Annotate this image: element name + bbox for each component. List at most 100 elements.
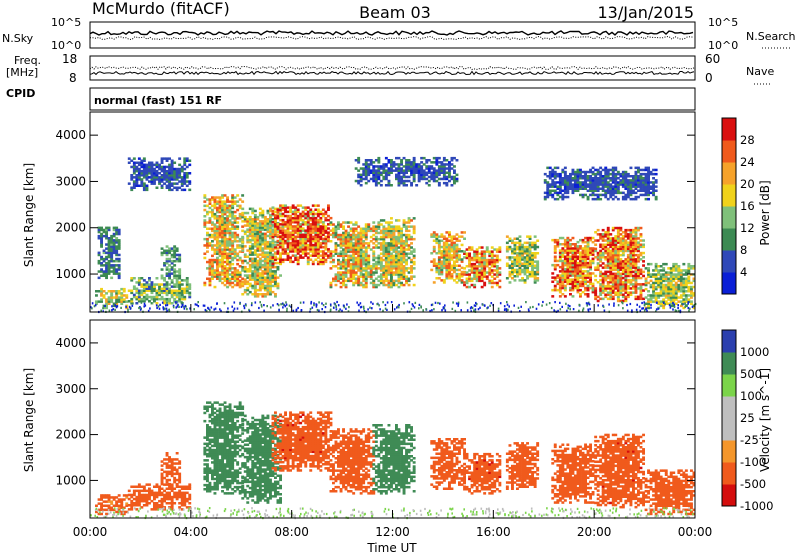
echo-cell: [448, 247, 451, 251]
echo-cell: [236, 279, 240, 283]
echo-cell: [400, 163, 403, 166]
echo-cell: [604, 256, 608, 259]
echo-cell: [178, 293, 182, 297]
echo-cell: [258, 238, 262, 242]
echo-cell: [576, 249, 580, 252]
echo-cell: [397, 219, 401, 222]
echo-cell: [437, 266, 441, 270]
echo-cell: [402, 260, 406, 264]
echo-cell: [445, 184, 449, 187]
echo-cell: [291, 250, 295, 253]
echo-cell: [586, 261, 590, 265]
echo-cell: [569, 288, 572, 292]
echo-cell: [589, 272, 592, 275]
echo-cell: [634, 243, 638, 246]
echo-cell: [233, 269, 237, 272]
echo-cell: [442, 241, 446, 245]
echo-cell: [105, 255, 108, 259]
echo-cell: [266, 288, 270, 292]
echo-cell: [256, 259, 260, 263]
echo-cell: [178, 274, 182, 277]
echo-cell: [216, 256, 219, 260]
echo-cell: [629, 264, 633, 267]
echo-cell: [526, 277, 529, 280]
echo-cell: [659, 279, 663, 283]
echo-cell: [432, 262, 436, 265]
echo-cell: [690, 300, 693, 303]
echo-cell: [135, 169, 139, 173]
echo-cell: [654, 296, 658, 299]
echo-cell: [453, 169, 456, 172]
echo-cell: [223, 200, 227, 203]
echo-cell: [223, 275, 227, 278]
echo-cell: [586, 263, 590, 267]
echo-cell: [185, 174, 189, 177]
echo-cell: [263, 257, 267, 261]
echo-cell: [203, 237, 207, 241]
echo-cell: [551, 238, 555, 242]
echo-cell: [445, 250, 449, 253]
echo-cell: [263, 284, 267, 288]
echo-cell: [574, 274, 577, 277]
echo-cell: [581, 259, 585, 263]
echo-cell: [677, 275, 681, 278]
echo-cell: [344, 244, 348, 247]
echo-cell: [97, 251, 101, 255]
echo-cell: [364, 229, 368, 233]
echo-cell: [621, 295, 625, 299]
echo-cell: [258, 228, 262, 231]
echo-cell: [377, 256, 381, 260]
echo-cell: [574, 268, 577, 271]
echo-cell: [253, 270, 257, 273]
echo-cell: [269, 247, 272, 250]
echo-cell: [390, 256, 393, 260]
echo-cell: [271, 206, 275, 209]
echo-cell: [644, 296, 648, 299]
echo-cell: [480, 252, 484, 255]
echo-cell: [142, 159, 146, 162]
echo-cell: [110, 294, 114, 297]
echo-cell: [170, 272, 174, 275]
echo-cell: [349, 277, 353, 280]
echo-cell: [332, 235, 335, 239]
echo-cell: [306, 231, 310, 234]
echo-cell: [137, 184, 141, 187]
echo-cell: [634, 262, 638, 265]
echo-cell: [223, 223, 227, 226]
echo-cell: [163, 165, 166, 169]
echo-cell: [261, 224, 265, 227]
echo-cell: [233, 252, 237, 255]
echo-cell: [569, 268, 572, 271]
echo-cell: [213, 225, 217, 228]
echo-cell: [392, 256, 396, 260]
echo-cell: [367, 159, 371, 162]
echo-cell: [679, 275, 683, 278]
echo-cell: [112, 251, 116, 255]
echo-cell: [505, 264, 509, 267]
echo-cell: [178, 169, 182, 173]
echo-cell: [654, 273, 658, 276]
echo-cell: [624, 245, 628, 249]
echo-cell: [601, 291, 605, 294]
echo-cell: [263, 263, 267, 267]
echo-cell: [163, 176, 166, 179]
echo-cell: [269, 236, 272, 240]
echo-cell: [289, 216, 292, 220]
echo-cell: [299, 237, 303, 241]
echo-cell: [211, 258, 214, 262]
echo-cell: [150, 291, 154, 295]
echo-cell: [682, 279, 686, 283]
echo-cell: [440, 239, 444, 242]
echo-cell: [384, 184, 388, 187]
echo-cell: [226, 254, 229, 258]
echo-cell: [412, 231, 416, 235]
echo-cell: [296, 246, 300, 249]
echo-cell: [632, 256, 635, 259]
echo-cell: [664, 294, 668, 297]
echo-cell: [437, 268, 441, 272]
echo-cell: [231, 240, 235, 243]
echo-cell: [591, 288, 595, 292]
echo-cell: [548, 193, 552, 197]
cpid-label: CPID: [6, 87, 35, 100]
echo-cell: [216, 269, 219, 272]
